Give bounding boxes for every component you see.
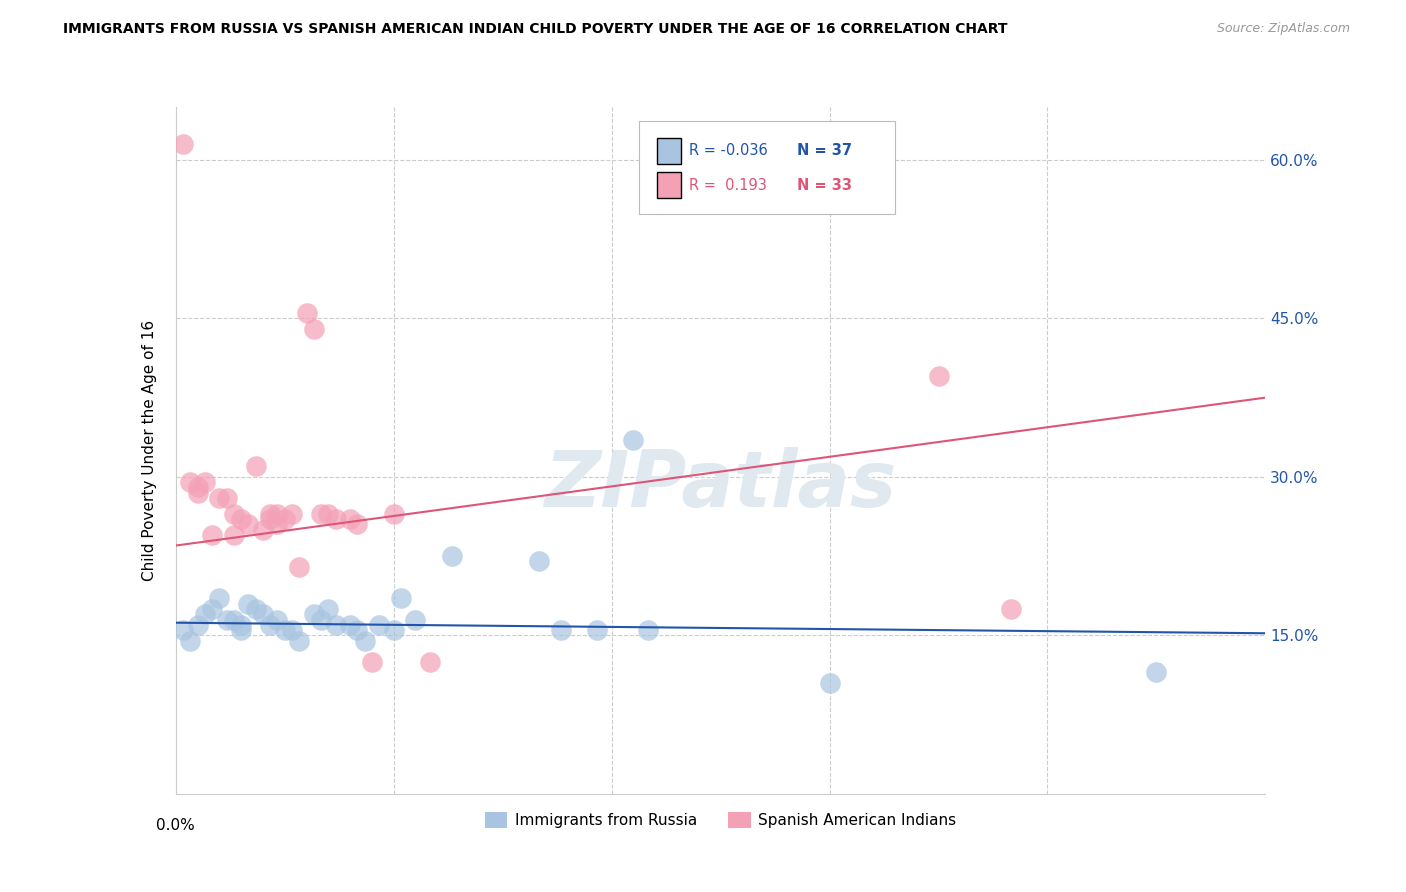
Point (259, 507, 281, 521)
Text: N = 37: N = 37 (797, 144, 852, 159)
Point (288, 633, 311, 648)
Point (172, 136, 194, 151)
Point (222, 507, 245, 521)
Point (550, 623, 572, 637)
Point (266, 517, 288, 532)
Point (222, 613, 245, 627)
Point (419, 655, 441, 669)
Point (637, 623, 659, 637)
Point (186, 480, 209, 494)
Legend: Immigrants from Russia, Spanish American Indians: Immigrants from Russia, Spanish American… (478, 806, 963, 834)
Point (295, 306, 318, 320)
Point (231, 623, 253, 637)
Point (360, 655, 382, 669)
Point (266, 613, 288, 627)
FancyBboxPatch shape (638, 120, 896, 213)
Point (325, 617, 347, 632)
Text: 0.0%: 0.0% (156, 818, 195, 833)
Text: R = -0.036: R = -0.036 (689, 144, 768, 159)
Point (259, 512, 281, 526)
Point (208, 591, 231, 606)
Point (215, 613, 238, 627)
Point (179, 475, 201, 490)
Text: IMMIGRANTS FROM RUSSIA VS SPANISH AMERICAN INDIAN CHILD POVERTY UNDER THE AGE OF: IMMIGRANTS FROM RUSSIA VS SPANISH AMERIC… (63, 22, 1008, 37)
Point (318, 507, 340, 521)
Point (325, 512, 347, 526)
Text: N = 33: N = 33 (797, 178, 852, 193)
Point (405, 613, 427, 627)
Point (222, 528, 245, 542)
Point (302, 607, 325, 622)
Point (309, 507, 332, 521)
Point (231, 512, 253, 526)
FancyBboxPatch shape (658, 172, 682, 198)
Point (382, 507, 405, 521)
Point (318, 602, 340, 616)
Point (440, 549, 463, 563)
Text: Source: ZipAtlas.com: Source: ZipAtlas.com (1216, 22, 1350, 36)
Point (259, 617, 281, 632)
Point (818, 676, 841, 690)
Point (1146, 665, 1168, 680)
Point (201, 602, 224, 616)
Point (252, 523, 274, 537)
Point (179, 633, 201, 648)
Point (288, 559, 311, 574)
Text: R =  0.193: R = 0.193 (689, 178, 766, 193)
Y-axis label: Child Poverty Under the Age of 16: Child Poverty Under the Age of 16 (142, 320, 157, 581)
Point (353, 633, 375, 648)
Point (368, 617, 391, 632)
Point (208, 491, 231, 505)
Point (382, 623, 405, 637)
Point (245, 459, 267, 474)
Point (274, 623, 297, 637)
FancyBboxPatch shape (658, 138, 682, 164)
Point (266, 507, 288, 521)
Point (389, 591, 412, 606)
Point (245, 602, 267, 616)
Point (186, 617, 209, 632)
Point (309, 613, 332, 627)
Point (231, 617, 253, 632)
Point (346, 623, 368, 637)
Point (527, 554, 550, 568)
Point (339, 512, 361, 526)
Point (238, 597, 260, 611)
Point (928, 369, 950, 384)
Point (274, 512, 297, 526)
Point (346, 517, 368, 532)
Point (194, 607, 217, 622)
Point (621, 433, 644, 447)
Point (339, 617, 361, 632)
Point (215, 491, 238, 505)
Point (172, 623, 194, 637)
Point (194, 475, 217, 490)
Point (302, 322, 325, 336)
Point (1000, 602, 1022, 616)
Point (186, 485, 209, 500)
Point (281, 623, 304, 637)
Text: ZIPatlas: ZIPatlas (544, 447, 897, 523)
Point (252, 607, 274, 622)
Point (281, 507, 304, 521)
Point (586, 623, 609, 637)
Point (201, 528, 224, 542)
Point (238, 517, 260, 532)
